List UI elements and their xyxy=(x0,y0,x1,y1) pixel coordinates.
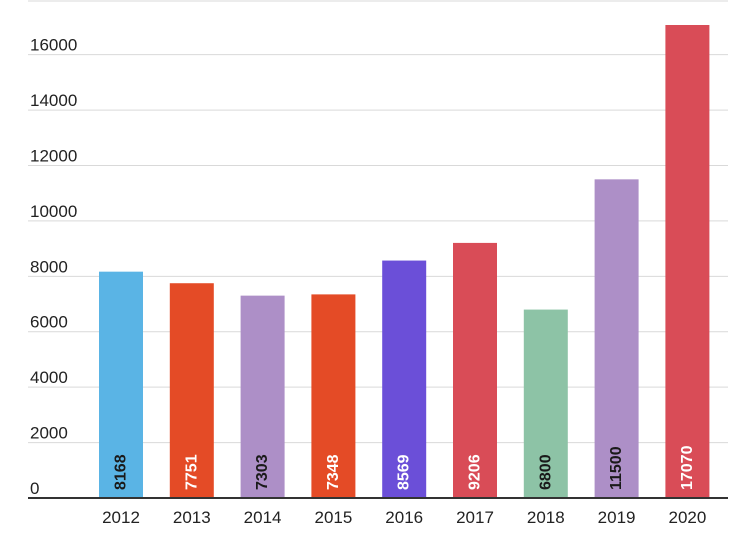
bar-2017 xyxy=(453,242,497,498)
x-axis-category-labels: 2012 2013 2014 2015 2016 2017 2018 2019 2020 xyxy=(102,508,706,527)
bar-2013 xyxy=(169,283,214,498)
bars xyxy=(99,25,710,498)
data-label-2015: 7348 xyxy=(325,454,342,490)
y-tick-label-10000: 10000 xyxy=(30,202,77,221)
x-category-label-2012: 2012 xyxy=(102,508,140,527)
y-tick-label-16000: 16000 xyxy=(30,36,77,55)
gridlines xyxy=(28,0,728,444)
data-label-2020: 17070 xyxy=(679,445,696,490)
bar-2012 xyxy=(99,271,143,498)
data-label-2019: 11500 xyxy=(608,446,625,490)
data-label-2017: 9206 xyxy=(467,454,484,490)
y-tick-label-14000: 14000 xyxy=(30,91,77,110)
x-category-label-2020: 2020 xyxy=(668,508,706,527)
x-category-label-2015: 2015 xyxy=(314,508,352,527)
x-category-label-2017: 2017 xyxy=(456,508,494,527)
y-tick-label-0: 0 xyxy=(30,479,39,498)
y-tick-label-4000: 4000 xyxy=(30,368,68,387)
data-label-2013: 7751 xyxy=(183,454,200,490)
bar-2015 xyxy=(311,294,356,498)
bar-2019 xyxy=(594,179,639,498)
data-label-2014: 7303 xyxy=(254,454,271,490)
y-tick-label-6000: 6000 xyxy=(30,313,68,332)
bar-2014 xyxy=(240,295,285,498)
y-axis-tick-labels: 0 2000 4000 6000 8000 10000 12000 14000 16000 xyxy=(30,36,77,498)
bar-2020 xyxy=(665,25,710,498)
bar-2016 xyxy=(382,260,427,498)
data-label-2016: 8569 xyxy=(396,454,413,490)
bar-2018 xyxy=(523,309,568,498)
data-label-2018: 6800 xyxy=(537,454,554,490)
x-category-label-2016: 2016 xyxy=(385,508,423,527)
x-category-label-2019: 2019 xyxy=(598,508,636,527)
y-tick-label-8000: 8000 xyxy=(30,257,68,276)
bar-data-labels: 8168 7751 7303 7348 8569 9206 6800 11500 17070 xyxy=(113,445,696,490)
x-category-label-2013: 2013 xyxy=(173,508,211,527)
y-tick-label-12000: 12000 xyxy=(30,146,77,165)
x-category-label-2018: 2018 xyxy=(527,508,565,527)
y-tick-label-2000: 2000 xyxy=(30,424,68,443)
data-label-2012: 8168 xyxy=(113,454,130,490)
x-category-label-2014: 2014 xyxy=(244,508,282,527)
